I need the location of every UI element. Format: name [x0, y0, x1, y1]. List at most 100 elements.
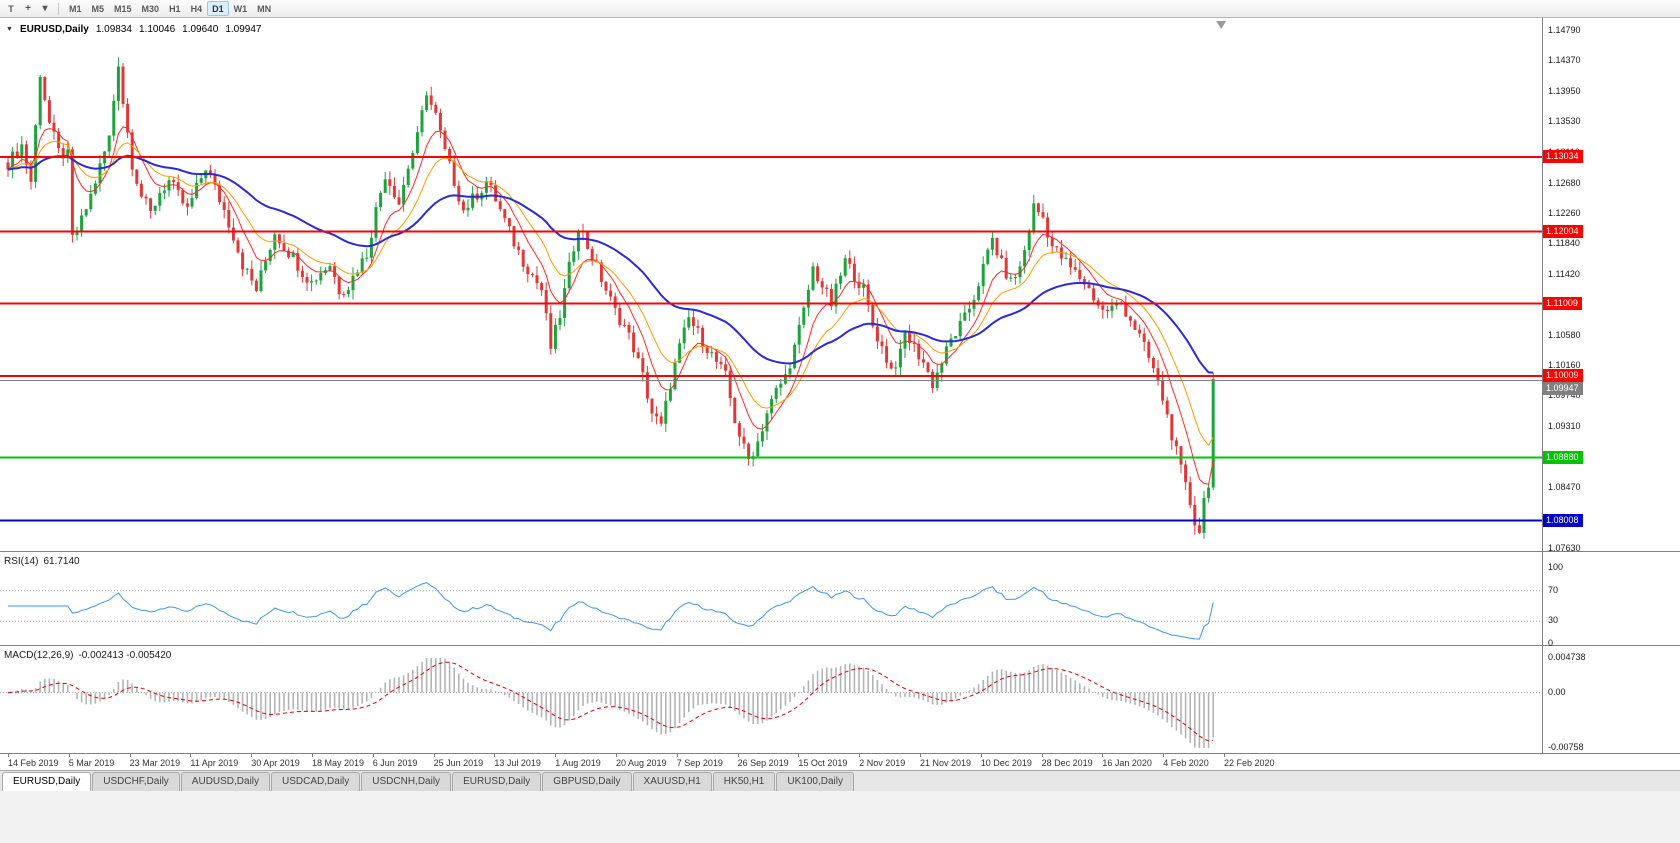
main-chart-canvas[interactable]: [0, 18, 1542, 551]
candle-body: [567, 261, 571, 289]
timeframe-button-m5[interactable]: M5: [91, 3, 105, 14]
candle-body: [622, 324, 626, 326]
price-axis[interactable]: 1.147901.143701.139501.135301.131101.126…: [1542, 18, 1680, 753]
candle-body: [218, 184, 222, 203]
timeframe-button-w1[interactable]: W1: [233, 3, 248, 14]
candle-body: [34, 125, 38, 182]
chart-tab-usdcad-daily-3[interactable]: USDCAD,Daily: [271, 772, 361, 791]
candle-body: [162, 190, 166, 194]
chart-context-arrow-icon[interactable]: ▼: [6, 26, 13, 33]
timeframe-button-d1[interactable]: D1: [207, 1, 229, 16]
candle-body: [287, 250, 291, 258]
candle-body: [903, 331, 907, 349]
candle-body: [544, 290, 548, 314]
macd-name: MACD(12,26,9): [4, 650, 74, 661]
date-tick-mark: [494, 754, 496, 757]
date-tick-mark: [980, 754, 982, 757]
price-tick-label: 1.14370: [1548, 55, 1581, 66]
candle-body: [526, 266, 530, 275]
candle-body: [1009, 277, 1013, 279]
timeframe-button-m30[interactable]: M30: [141, 3, 160, 14]
candle-body: [783, 374, 787, 384]
timeframe-button-m15[interactable]: M15: [114, 3, 132, 14]
timeframe-button-mn[interactable]: MN: [257, 3, 272, 14]
candle-body: [245, 268, 249, 270]
chart-tab-bar: EURUSD,Daily USDCHF,Daily AUDUSD,Daily USDC…: [0, 770, 1680, 791]
chart-tab-hk50-h1-8[interactable]: HK50,H1: [712, 772, 776, 791]
candle-body: [139, 183, 143, 197]
candle-body: [599, 262, 603, 282]
candle-body: [1078, 269, 1082, 279]
timeframe-button-m1[interactable]: M1: [69, 3, 82, 14]
candle-body: [438, 113, 442, 131]
candle-body: [926, 362, 930, 372]
price-tick-label: 1.09310: [1548, 421, 1581, 432]
candle-body: [1170, 414, 1174, 441]
candle-body: [724, 364, 728, 371]
rsi-canvas[interactable]: [0, 552, 1542, 645]
chart-tab-usdchf-daily-1[interactable]: USDCHF,Daily: [92, 772, 180, 791]
chart-tab-xauusd-h1-7[interactable]: XAUUSD,H1: [632, 772, 712, 791]
candle-body: [747, 443, 751, 460]
candle-body: [291, 253, 295, 258]
chart-tab-gbpusd-daily-6[interactable]: GBPUSD,Daily: [542, 772, 632, 791]
timeframe-button-h1[interactable]: H1: [169, 3, 181, 14]
chart-tab-eurusd-daily-5[interactable]: EURUSD,Daily: [452, 772, 542, 791]
candle-body: [866, 284, 870, 305]
candle-body: [277, 234, 281, 244]
price-tick-label: 1.13950: [1548, 85, 1581, 96]
candle-body: [273, 234, 277, 250]
price-tick-label: 1.10580: [1548, 329, 1581, 340]
candle-body: [1133, 320, 1137, 330]
candle-body: [126, 103, 130, 133]
candle-body: [199, 178, 203, 183]
timeframe-button-h4[interactable]: H4: [190, 3, 203, 14]
date-label: 23 Mar 2019: [129, 758, 181, 768]
date-tick-mark: [251, 754, 253, 757]
candle-body: [494, 185, 498, 202]
candle-body: [678, 343, 682, 363]
candle-body: [737, 423, 741, 437]
candle-body: [1105, 309, 1109, 311]
candle-body: [609, 290, 613, 297]
candle-body: [576, 231, 580, 252]
text-tool-button[interactable]: T: [8, 3, 14, 14]
macd-canvas[interactable]: [0, 646, 1542, 753]
date-tick-mark: [1102, 754, 1104, 757]
chart-tab-usdcnh-daily-4[interactable]: USDCNH,Daily: [361, 772, 452, 791]
tool-dropdown-button[interactable]: ▾: [37, 1, 53, 16]
chart-tab-eurusd-daily-0[interactable]: EURUSD,Daily: [2, 772, 92, 791]
candle-body: [47, 100, 51, 123]
candle-body: [1202, 498, 1206, 533]
date-label: 22 Feb 2020: [1224, 758, 1275, 768]
candle-body: [1050, 237, 1054, 247]
candle-body: [190, 198, 194, 207]
candle-body: [503, 209, 507, 219]
chart-shift-marker-icon[interactable]: [1216, 21, 1227, 29]
macd-axis-label: 0.004738: [1548, 652, 1586, 662]
chart-window: ▼ EURUSD,Daily 1.09834 1.10046 1.09640 1…: [0, 18, 1680, 753]
candle-body: [645, 372, 649, 399]
candle-body: [388, 179, 392, 186]
candle-body: [328, 266, 332, 271]
crosshair-tool-button[interactable]: +: [20, 1, 36, 16]
candle-body: [319, 273, 323, 281]
candle-body: [264, 261, 268, 271]
candle-body: [940, 363, 944, 373]
candle-body: [540, 283, 544, 291]
candle-body: [38, 77, 42, 126]
chart-symbol-label: EURUSD,Daily: [19, 24, 89, 35]
candle-body: [995, 237, 999, 256]
date-axis[interactable]: 14 Feb 2019 5 Mar 2019 23 Mar 2019 11 Apr 2…: [0, 753, 1680, 770]
candle-body: [632, 332, 636, 353]
chart-tab-audusd-daily-2[interactable]: AUDUSD,Daily: [180, 772, 271, 791]
candle-body: [553, 324, 557, 349]
candle-body: [250, 268, 254, 281]
price-level-label: 1.09947: [1543, 381, 1583, 395]
date-tick-mark: [1224, 754, 1225, 757]
date-tick-mark: [129, 754, 131, 757]
candle-body: [195, 182, 199, 198]
chart-tab-uk100-daily-9[interactable]: UK100,Daily: [776, 772, 854, 791]
candle-body: [917, 343, 921, 360]
price-level-label: 1.08880: [1543, 450, 1583, 464]
